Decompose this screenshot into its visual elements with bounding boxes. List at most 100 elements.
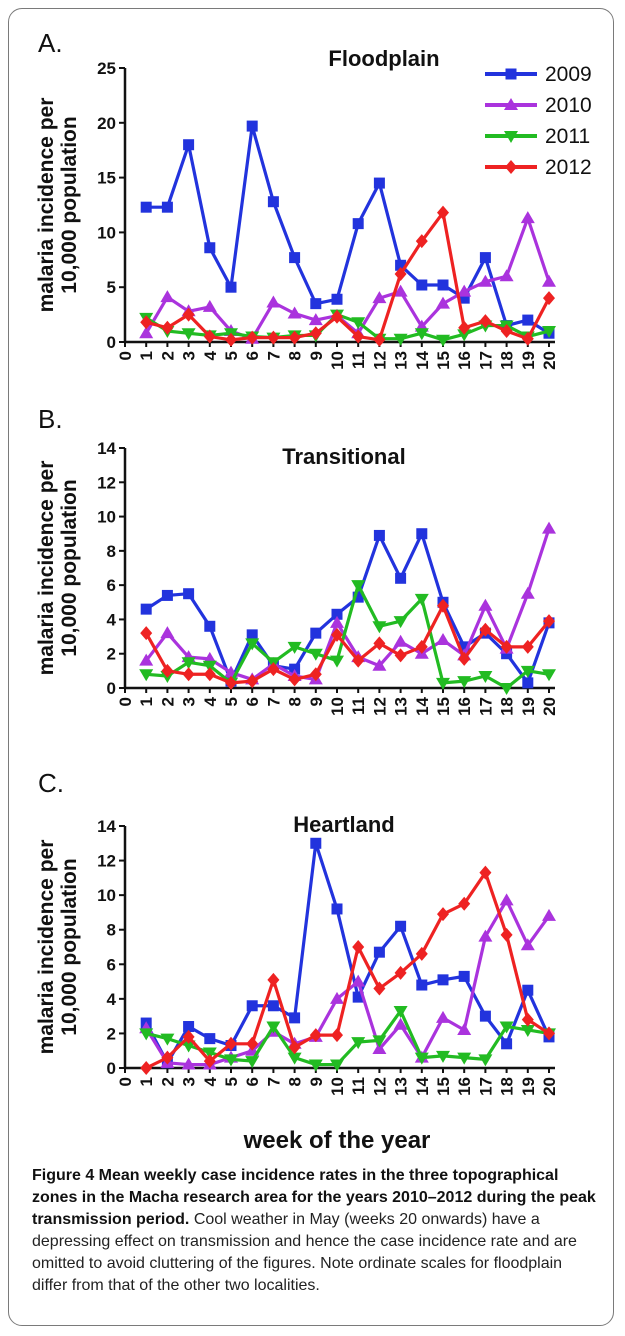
data-point-2011 xyxy=(542,326,556,339)
data-point-2010 xyxy=(372,658,387,671)
data-point-2009 xyxy=(352,991,364,1003)
x-tick-label: 4 xyxy=(201,696,220,706)
y-axis-label-line2: 10,000 population xyxy=(58,858,81,1035)
data-point-2009 xyxy=(373,946,385,958)
data-point-2012 xyxy=(267,330,280,345)
x-tick-label: 5 xyxy=(222,697,241,706)
y-tick-label: 0 xyxy=(107,679,116,698)
x-tick-label: 3 xyxy=(180,351,199,360)
data-point-2009 xyxy=(331,293,343,305)
data-point-2012 xyxy=(309,1028,322,1043)
x-tick-label: 1 xyxy=(137,351,156,360)
x-tick-label: 17 xyxy=(476,697,495,716)
data-point-2009 xyxy=(479,1010,491,1022)
x-tick-label: 2 xyxy=(158,697,177,706)
y-tick-label: 10 xyxy=(97,886,116,905)
x-tick-label: 20 xyxy=(540,1077,559,1096)
data-point-2009 xyxy=(246,120,258,132)
data-point-2011 xyxy=(245,638,260,651)
x-tick-label: 16 xyxy=(455,351,474,370)
data-point-2011 xyxy=(542,669,556,682)
data-point-2009 xyxy=(183,1021,195,1033)
data-point-2012 xyxy=(437,907,449,922)
x-tick-label: 15 xyxy=(434,1077,453,1096)
y-tick-label: 4 xyxy=(107,990,117,1009)
data-point-2012 xyxy=(521,639,534,654)
y-tick-label: 6 xyxy=(107,955,116,974)
data-point-2012 xyxy=(182,1029,195,1044)
y-tick-label: 12 xyxy=(97,852,116,871)
series-2009 xyxy=(140,837,555,1069)
data-point-2012 xyxy=(288,1040,301,1055)
panel-letter: B. xyxy=(38,404,63,434)
y-tick-label: 2 xyxy=(107,645,116,664)
y-tick-label: 5 xyxy=(107,278,116,297)
data-point-2010 xyxy=(478,929,493,942)
chart-panel-heartland: C. Heartland malaria incidence per10,000 p… xyxy=(35,768,559,1154)
legend-label-2010: 2010 xyxy=(545,94,592,117)
x-tick-label: 18 xyxy=(498,351,517,370)
caption-bold: Figure 4 Mean weekly case incidence rate… xyxy=(32,1167,596,1228)
data-point-2012 xyxy=(500,639,513,654)
data-point-2011 xyxy=(181,1040,196,1053)
data-point-2011 xyxy=(436,334,450,347)
data-point-2012 xyxy=(458,651,471,666)
data-point-2011 xyxy=(372,1035,387,1048)
data-point-2011 xyxy=(457,1052,472,1065)
x-tick-label: 7 xyxy=(264,697,283,706)
data-point-2012 xyxy=(373,636,386,651)
data-point-2012 xyxy=(437,205,449,220)
data-point-2012 xyxy=(140,626,153,641)
x-tick-label: 8 xyxy=(286,351,305,360)
data-point-2009 xyxy=(310,298,322,310)
legend-marker-2012 xyxy=(505,160,517,174)
x-tick-label: 20 xyxy=(540,351,559,370)
x-tick-label: 17 xyxy=(476,351,495,370)
data-point-2009 xyxy=(140,603,152,615)
data-point-2011 xyxy=(351,580,366,593)
data-point-2011 xyxy=(287,641,302,654)
data-point-2009 xyxy=(395,259,407,271)
data-point-2012 xyxy=(225,332,237,347)
data-point-2009 xyxy=(458,641,470,653)
data-point-2009 xyxy=(352,218,364,230)
data-point-2010 xyxy=(436,633,450,645)
data-point-2010 xyxy=(520,938,535,951)
caption-text: Cool weather in May (weeks 20 onwards) h… xyxy=(32,1211,577,1294)
data-point-2010 xyxy=(542,274,556,287)
panel-letter: A. xyxy=(38,28,63,58)
y-tick-label: 8 xyxy=(107,921,116,940)
data-point-2009 xyxy=(161,201,173,213)
x-tick-label: 8 xyxy=(286,1077,305,1086)
legend-marker-2011 xyxy=(504,131,518,143)
x-tick-label: 11 xyxy=(349,351,368,369)
data-point-2009 xyxy=(183,139,195,151)
series-line-2009 xyxy=(144,841,551,1065)
data-point-2009 xyxy=(437,974,449,986)
y-tick-label: 14 xyxy=(97,817,116,836)
series-2012 xyxy=(140,865,555,1075)
x-tick-label: 16 xyxy=(455,697,474,716)
data-point-2011 xyxy=(351,1037,366,1050)
data-point-2012 xyxy=(246,674,259,689)
data-point-2012 xyxy=(161,663,174,678)
data-point-2009 xyxy=(204,620,216,632)
data-point-2012 xyxy=(479,314,492,329)
data-point-2012 xyxy=(267,662,280,677)
data-point-2011 xyxy=(393,333,408,346)
y-axis-label-line1: malaria incidence per xyxy=(35,840,58,1055)
data-point-2009 xyxy=(310,627,322,639)
data-point-2012 xyxy=(203,329,216,344)
y-tick-label: 6 xyxy=(107,576,116,595)
data-point-2012 xyxy=(479,865,492,880)
x-tick-label: 2 xyxy=(158,1077,177,1086)
data-point-2010 xyxy=(478,598,493,611)
x-tick-label: 3 xyxy=(180,697,199,706)
data-point-2009 xyxy=(352,591,364,603)
x-tick-label: 6 xyxy=(243,351,262,360)
data-point-2009 xyxy=(395,572,407,584)
data-point-2009 xyxy=(416,279,428,291)
data-point-2010 xyxy=(457,284,472,297)
chart-title: Heartland xyxy=(293,812,394,837)
y-tick-label: 2 xyxy=(107,1024,116,1043)
